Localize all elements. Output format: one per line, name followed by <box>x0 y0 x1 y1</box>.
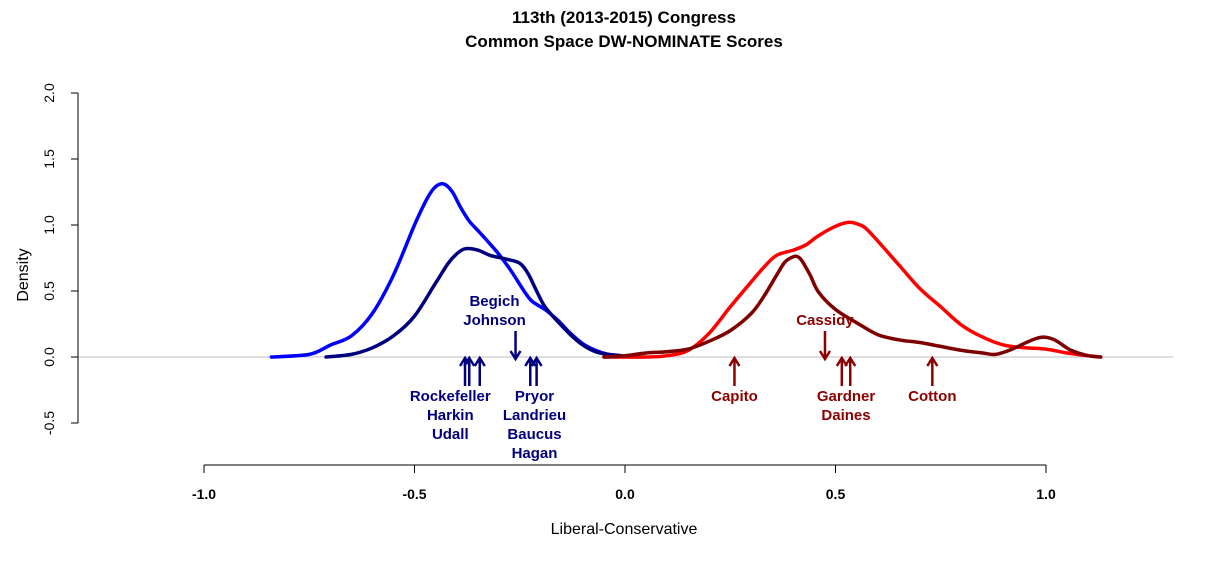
y-tick-label: 0.0 <box>41 347 57 367</box>
density-curve-4 <box>602 254 1103 359</box>
y-axis: -0.5 0.0 0.5 1.0 1.5 2.0 <box>41 83 79 435</box>
density-curve-2 <box>324 246 623 359</box>
arrow-head <box>844 355 857 367</box>
arrow-head <box>463 355 476 367</box>
arrow-head <box>530 355 543 367</box>
annotation-group: Capito <box>711 355 758 405</box>
annotation-group: Begich Johnson <box>463 293 526 362</box>
annotation-label: Capito <box>711 388 758 405</box>
annotation-label: Baucus <box>507 426 561 443</box>
y-tick-label: -0.5 <box>41 411 57 435</box>
density-curves <box>269 182 1103 359</box>
y-tick-label: 1.0 <box>41 215 57 235</box>
x-tick-label: 0.5 <box>826 486 846 502</box>
y-tick-label: 1.5 <box>41 149 57 169</box>
annotation-label: Cassidy <box>796 312 854 329</box>
annotation-label: Begich <box>469 293 519 310</box>
arrow-head <box>818 350 832 362</box>
annotation-label: Landrieu <box>503 407 566 424</box>
y-axis-title: Density <box>15 248 32 301</box>
annotation-label: Johnson <box>463 312 526 329</box>
annotation-group: Cassidy <box>796 312 854 362</box>
annotation-label: Harkin <box>427 407 474 424</box>
annotation-label: Daines <box>821 407 870 424</box>
annotation-group: Cotton <box>908 355 956 405</box>
arrow-head <box>473 355 486 367</box>
density-curve-3 <box>602 220 1103 359</box>
x-tick-label: 0.0 <box>615 486 635 502</box>
arrow-head <box>728 355 741 367</box>
x-tick-label: -0.5 <box>402 486 426 502</box>
member-annotations: Begich Johnson Rockefeller Harkin Udall Pryor… <box>410 293 957 462</box>
x-axis-title: Liberal-Conservative <box>551 521 698 538</box>
arrow-head <box>509 350 522 362</box>
x-tick-label: -1.0 <box>192 486 216 502</box>
y-tick-label: 2.0 <box>41 83 57 103</box>
annotation-group: Pryor Landrieu Baucus Hagan <box>503 355 566 462</box>
y-tick-label: 0.5 <box>41 281 57 301</box>
chart-subtitle: Common Space DW-NOMINATE Scores <box>465 32 783 51</box>
annotation-label: Udall <box>432 426 469 443</box>
chart-title: 113th (2013-2015) Congress <box>512 8 736 27</box>
annotation-label: Cotton <box>908 388 956 405</box>
annotation-group: Rockefeller Harkin Udall <box>410 355 491 443</box>
arrow-head <box>926 355 939 367</box>
annotation-group: Gardner Daines <box>817 355 876 424</box>
annotation-label: Hagan <box>512 445 558 462</box>
x-tick-label: 1.0 <box>1036 486 1056 502</box>
annotation-label: Gardner <box>817 388 876 405</box>
annotation-label: Pryor <box>515 388 554 405</box>
arrow-head <box>835 355 848 367</box>
x-axis: -1.0 -0.5 0.0 0.5 1.0 <box>192 464 1056 502</box>
annotation-label: Rockefeller <box>410 388 491 405</box>
